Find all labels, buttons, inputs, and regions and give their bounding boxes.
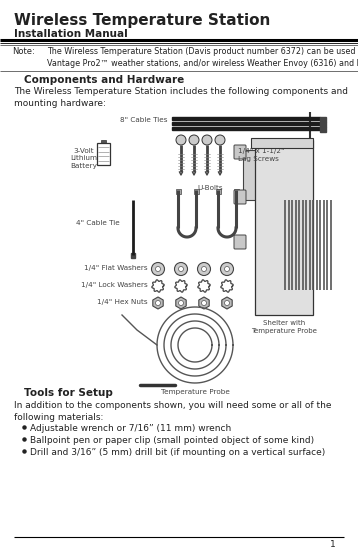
Circle shape [176,135,186,145]
Text: U-Bolts: U-Bolts [197,185,223,191]
Text: Note:: Note: [12,47,35,56]
Bar [97,143,110,165]
FancyBboxPatch shape [234,235,246,249]
Circle shape [198,263,211,275]
Text: The Wireless Temperature Station (Davis product number 6372) can be used with wi: The Wireless Temperature Station (Davis … [47,47,358,68]
Circle shape [179,300,184,305]
Bar [243,150,257,200]
Circle shape [189,135,199,145]
Bar [172,127,320,130]
Text: Components and Hardware: Components and Hardware [24,75,184,85]
Bar [320,127,326,132]
Text: 4" Cable Tie: 4" Cable Tie [76,220,120,226]
Text: 1/4" x 1-1/2"
Lag Screws: 1/4" x 1-1/2" Lag Screws [238,148,285,161]
Circle shape [179,267,184,272]
Bar [101,140,106,143]
Circle shape [202,267,207,272]
Bar [131,253,135,258]
Circle shape [224,300,229,305]
Bar [320,117,326,122]
Text: Ballpoint pen or paper clip (small pointed object of some kind): Ballpoint pen or paper clip (small point… [30,436,314,445]
Polygon shape [222,297,232,309]
FancyBboxPatch shape [234,190,246,204]
Bar [233,189,238,194]
Text: Installation Manual: Installation Manual [14,29,128,39]
Text: The Wireless Temperature Station includes the following components and
mounting : The Wireless Temperature Station include… [14,87,348,108]
Text: 1/4" Lock Washers: 1/4" Lock Washers [81,282,148,288]
Bar [255,140,313,315]
Circle shape [202,300,207,305]
Circle shape [221,263,233,275]
Bar [172,117,320,120]
Circle shape [151,263,164,275]
Text: Adjustable wrench or 7/16” (11 mm) wrench: Adjustable wrench or 7/16” (11 mm) wrenc… [30,424,231,433]
Bar [216,189,221,194]
Polygon shape [199,297,209,309]
Text: 1/4" Hex Nuts: 1/4" Hex Nuts [97,299,148,305]
FancyBboxPatch shape [234,145,246,159]
Text: Drill and 3/16” (5 mm) drill bit (if mounting on a vertical surface): Drill and 3/16” (5 mm) drill bit (if mou… [30,448,325,457]
Circle shape [155,267,160,272]
Polygon shape [176,297,186,309]
Bar [320,122,326,127]
Circle shape [174,263,188,275]
Text: Temperature Probe: Temperature Probe [160,389,229,395]
Text: In addition to the components shown, you will need some or all of the
following : In addition to the components shown, you… [14,401,332,422]
Polygon shape [153,297,163,309]
Text: Shelter with
Temperature Probe: Shelter with Temperature Probe [251,320,317,333]
Circle shape [155,300,160,305]
Bar [175,189,180,194]
Text: Tools for Setup: Tools for Setup [24,388,113,398]
Text: 8" Cable Ties: 8" Cable Ties [121,117,168,123]
Circle shape [224,267,229,272]
Bar [251,138,313,148]
Text: Wireless Temperature Station: Wireless Temperature Station [14,13,270,28]
Text: 1/4" Flat Washers: 1/4" Flat Washers [84,265,148,271]
Circle shape [202,135,212,145]
Circle shape [215,135,225,145]
Bar [172,122,320,125]
Text: 1: 1 [330,540,336,549]
Text: 3-Volt
Lithium
Battery: 3-Volt Lithium Battery [71,148,97,169]
Bar [194,189,198,194]
